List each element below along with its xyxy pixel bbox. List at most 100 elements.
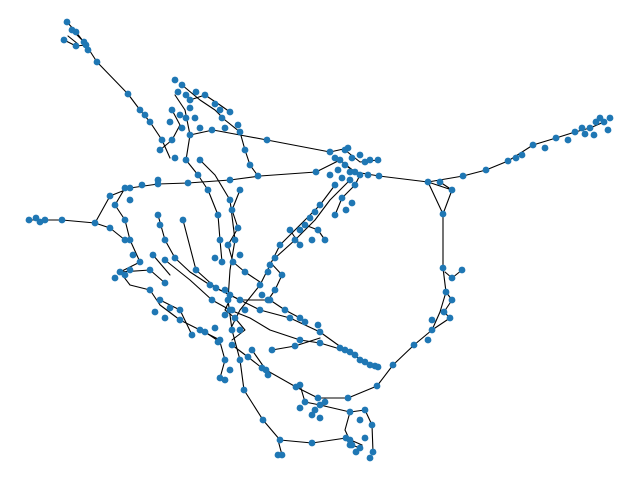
- graph-node: [351, 181, 359, 189]
- graph-node: [136, 258, 144, 266]
- graph-node: [448, 296, 456, 304]
- graph-node: [296, 226, 304, 234]
- graph-node: [186, 131, 194, 139]
- graph-node: [361, 406, 369, 414]
- graph-node: [161, 256, 169, 264]
- graph-node: [256, 281, 264, 289]
- graph-node: [361, 358, 369, 366]
- graph-node: [262, 366, 270, 374]
- graph-node: [366, 454, 374, 462]
- graph-node: [208, 126, 216, 134]
- graph-node: [240, 386, 248, 394]
- graph-node: [308, 439, 316, 447]
- graph-node: [512, 154, 520, 162]
- graph-node: [192, 88, 200, 96]
- graph-node: [236, 251, 244, 259]
- graph-node: [161, 279, 169, 287]
- graph-node: [364, 171, 372, 179]
- graph-node: [236, 356, 244, 364]
- graph-node: [571, 128, 579, 136]
- graph-node: [184, 179, 192, 187]
- graph-node: [374, 363, 382, 371]
- graph-node: [161, 236, 169, 244]
- graph-node: [84, 46, 92, 54]
- graph-node: [176, 306, 184, 314]
- graph-node: [208, 296, 216, 304]
- graph-node: [301, 221, 309, 229]
- graph-node: [281, 306, 289, 314]
- graph-node: [206, 281, 214, 289]
- graph-node: [338, 174, 346, 182]
- graph-node: [308, 411, 316, 419]
- graph-node: [241, 146, 249, 154]
- graph-node: [226, 108, 234, 116]
- graph-node: [111, 201, 119, 209]
- graph-node: [356, 416, 364, 424]
- graph-node: [221, 311, 229, 319]
- graph-node: [258, 291, 266, 299]
- graph-node: [366, 156, 374, 164]
- graph-node: [226, 306, 234, 314]
- graph-node: [564, 136, 572, 144]
- graph-node: [442, 288, 450, 296]
- graph-node: [106, 224, 114, 232]
- graph-node: [346, 348, 354, 356]
- graph-node: [459, 172, 467, 180]
- graph-node: [231, 236, 239, 244]
- graph-node: [156, 146, 164, 154]
- graph-node: [156, 221, 164, 229]
- graph-node: [326, 148, 334, 156]
- graph-node: [276, 436, 284, 444]
- graph-node: [504, 157, 512, 165]
- graph-node: [326, 171, 334, 179]
- graph-node: [439, 264, 447, 272]
- graph-node: [248, 346, 256, 354]
- graph-node: [346, 168, 354, 176]
- graph-node: [91, 219, 99, 227]
- graph-node: [151, 308, 159, 316]
- graph-node: [482, 166, 490, 174]
- graph-node: [149, 251, 157, 259]
- graph-node: [141, 111, 149, 119]
- graph-node: [136, 106, 144, 114]
- graph-node: [124, 90, 132, 98]
- graph-node: [166, 118, 174, 126]
- graph-node: [182, 91, 190, 99]
- graph-node: [211, 100, 219, 108]
- graph-node: [346, 436, 354, 444]
- graph-node: [351, 351, 359, 359]
- graph-node: [316, 328, 324, 336]
- graph-node: [254, 172, 262, 180]
- graph-node: [221, 376, 229, 384]
- graph-node: [369, 448, 377, 456]
- graph-node: [214, 211, 222, 219]
- graph-node: [346, 408, 354, 416]
- graph-node: [301, 398, 309, 406]
- graph-node: [291, 236, 299, 244]
- graph-node: [356, 151, 364, 159]
- graph-node: [278, 271, 286, 279]
- graph-node: [264, 268, 272, 276]
- graph-node: [271, 286, 279, 294]
- graph-node: [234, 121, 242, 129]
- graph-node: [321, 236, 329, 244]
- graph-node: [228, 206, 236, 214]
- graph-node: [211, 254, 219, 262]
- graph-node: [590, 131, 598, 139]
- graph-node: [356, 171, 364, 179]
- graph-node: [316, 401, 324, 409]
- graph-node: [236, 186, 244, 194]
- graph-node: [111, 274, 119, 282]
- graph-node: [351, 168, 359, 176]
- graph-node: [428, 326, 436, 334]
- graph-node: [448, 186, 456, 194]
- graph-node: [458, 266, 466, 274]
- graph-node: [179, 216, 187, 224]
- graph-node: [308, 236, 316, 244]
- graph-node: [410, 341, 418, 349]
- graph-node: [373, 382, 381, 390]
- graph-node: [361, 434, 369, 442]
- graph-node: [234, 224, 242, 232]
- graph-node: [106, 192, 114, 200]
- graph-node: [25, 216, 33, 224]
